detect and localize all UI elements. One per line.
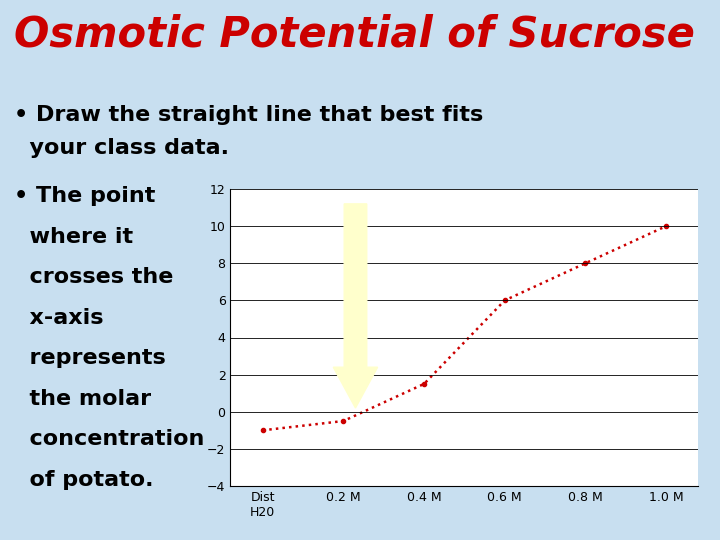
Text: • The point: • The point bbox=[14, 186, 156, 206]
Text: your class data.: your class data. bbox=[14, 138, 230, 158]
Text: Osmotic Potential of Sucrose: Osmotic Potential of Sucrose bbox=[14, 14, 696, 56]
FancyArrow shape bbox=[333, 204, 378, 408]
Text: where it: where it bbox=[14, 227, 133, 247]
Text: concentration: concentration bbox=[14, 429, 204, 449]
Text: represents: represents bbox=[14, 348, 166, 368]
Text: crosses the: crosses the bbox=[14, 267, 174, 287]
Text: of potato.: of potato. bbox=[14, 470, 154, 490]
Text: the molar: the molar bbox=[14, 389, 151, 409]
Text: x-axis: x-axis bbox=[14, 308, 104, 328]
Text: • Draw the straight line that best fits: • Draw the straight line that best fits bbox=[14, 105, 484, 125]
